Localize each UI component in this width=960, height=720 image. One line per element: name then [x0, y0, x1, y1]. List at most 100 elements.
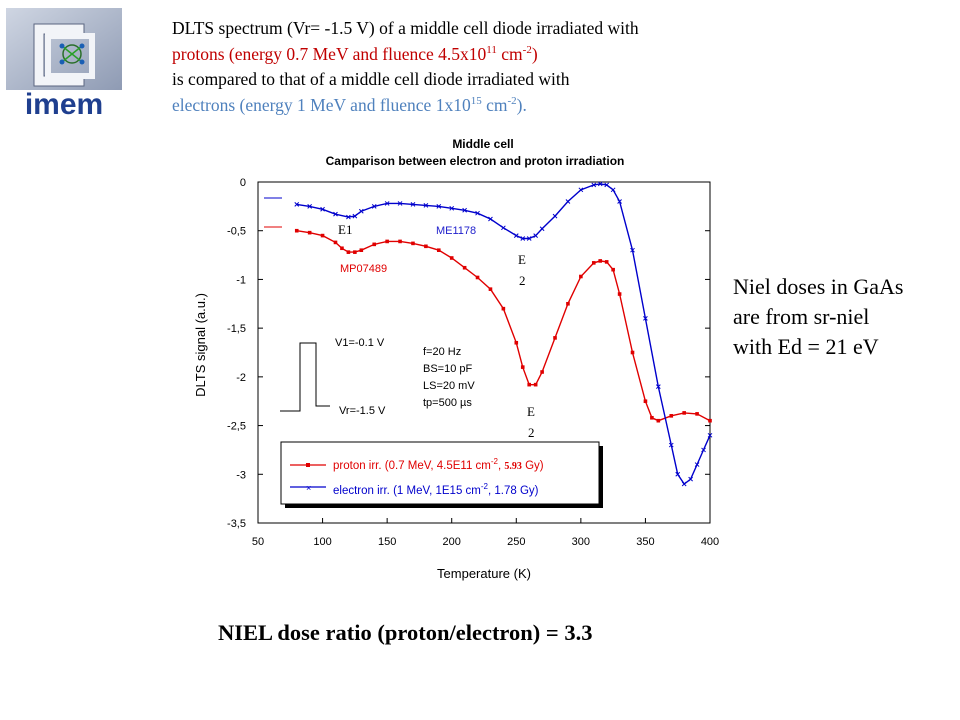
electron-series-line [296, 183, 711, 486]
proton-point [533, 382, 538, 387]
proton-point [650, 415, 654, 420]
x-tick-label: 350 [636, 536, 654, 548]
proton-point [424, 244, 428, 249]
caption-line-4: electrons (energy 1 MeV and fluence 1x10… [172, 93, 639, 119]
mp-sample-label: MP07489 [340, 263, 387, 275]
proton-point [333, 240, 338, 245]
y-tick-label: -2 [236, 372, 246, 384]
proton-point [708, 418, 712, 423]
caption-electron-close: ). [516, 94, 527, 115]
proton-point [475, 275, 480, 280]
x-tick-label: 250 [507, 536, 525, 548]
electron-point [707, 432, 713, 438]
proton-point [449, 256, 454, 260]
proton-point [598, 259, 603, 263]
proton-point [566, 301, 570, 306]
y-axis-label: DLTS signal (a.u.) [193, 293, 208, 397]
electron-point [668, 442, 674, 448]
y-tick-label: -0,5 [227, 226, 246, 238]
electron-point [617, 199, 622, 204]
x-tick-label: 100 [313, 536, 331, 548]
proton-point [520, 365, 525, 369]
electron-point [688, 476, 693, 482]
niel-note-line-2: are from sr-niel [733, 304, 870, 329]
proton-point [501, 306, 506, 311]
x-tick-label: 150 [378, 536, 396, 548]
electron-point [591, 182, 597, 188]
electron-point [462, 207, 467, 213]
electron-point [320, 206, 325, 212]
niel-note-line-1: Niel doses in GaAs [733, 274, 904, 299]
proton-point [307, 230, 312, 235]
e2-bottom-label-a: E [527, 404, 535, 419]
y-tick-label: -1 [236, 274, 246, 286]
e1-label: E1 [338, 222, 352, 237]
electron-point [539, 226, 545, 232]
chart-legend: proton irr. (0.7 MeV, 4.5E11 cm-2, 5.93 … [280, 441, 603, 508]
caption-proton-close: ) [531, 43, 538, 64]
caption-electron-unit-exp: -2 [507, 94, 517, 107]
caption-electron-text: electrons (energy 1 MeV and fluence 1x10 [172, 94, 471, 115]
vr-label: Vr=-1.5 V [339, 405, 386, 417]
param-ls: LS=20 mV [423, 380, 475, 392]
electron-point [475, 210, 480, 216]
caption-line-1: DLTS spectrum (Vr= -1.5 V) of a middle c… [172, 18, 639, 38]
electron-point [520, 236, 526, 241]
proton-point [359, 248, 364, 252]
legend-box [280, 441, 600, 505]
electron-point [610, 187, 616, 193]
caption: DLTS spectrum (Vr= -1.5 V) of a middle c… [172, 16, 639, 118]
caption-electron-exp: 15 [470, 94, 482, 107]
electron-point [701, 447, 706, 453]
electron-point [397, 201, 403, 206]
series-layer [294, 181, 713, 487]
v1-label: V1=-0.1 V [335, 337, 385, 349]
x-tick-label: 50 [252, 536, 264, 548]
electron-point [565, 199, 571, 204]
proton-point [411, 241, 415, 246]
electron-point [604, 182, 610, 188]
e2-top-label-a: E [518, 252, 526, 267]
electron-point [449, 205, 455, 211]
proton-point [669, 414, 674, 418]
electron-point [333, 211, 338, 217]
param-bs: BS=10 pF [423, 363, 473, 375]
electron-point [513, 233, 519, 238]
proton-point [437, 248, 441, 252]
logo-text: imem [25, 88, 103, 118]
legend-electron-marker: × [306, 483, 311, 493]
y-tick-label: 0 [240, 177, 246, 189]
electron-point [307, 204, 313, 209]
proton-point [385, 239, 389, 244]
x-tick-label: 400 [701, 536, 719, 548]
electron-point [346, 214, 351, 220]
proton-point [488, 287, 493, 291]
electron-point [681, 481, 687, 487]
proton-point [346, 250, 351, 254]
plot-frame [257, 181, 711, 524]
x-axis: 50 100 150 200 250 300 350 400 [252, 518, 719, 548]
electron-point [655, 384, 661, 389]
legend-proton-marker [306, 463, 310, 467]
x-tick-label: 300 [572, 536, 590, 548]
proton-point [540, 370, 544, 374]
niel-note-line-3: with Ed = 21 eV [733, 334, 879, 359]
proton-point [372, 242, 377, 247]
proton-point [398, 239, 402, 244]
electron-point [410, 202, 416, 207]
electron-point [675, 471, 681, 477]
niel-note: Niel doses in GaAs are from sr-niel with… [733, 272, 903, 362]
proton-point [656, 418, 661, 423]
proton-point [294, 228, 299, 233]
molecule-icon [59, 43, 85, 65]
electron-point [423, 203, 429, 208]
electron-point [694, 462, 700, 467]
e2-top-label-b: 2 [519, 273, 526, 288]
proton-point [682, 411, 686, 415]
proton-point [514, 340, 519, 345]
electron-point [488, 216, 493, 222]
electron-point [526, 236, 532, 241]
proton-point [611, 267, 615, 272]
proton-point [553, 336, 557, 340]
proton-point [695, 412, 699, 416]
